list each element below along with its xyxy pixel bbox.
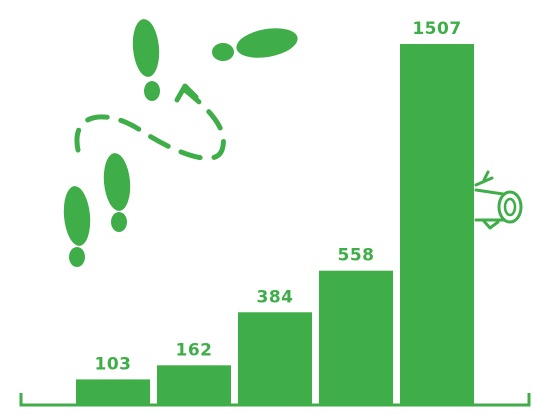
bar [76, 379, 150, 404]
footprints-icon [132, 19, 298, 101]
x-axis [19, 393, 531, 407]
bar [157, 365, 231, 404]
x-axis-line [19, 393, 531, 407]
data-label: 162 [176, 340, 213, 360]
bar [238, 312, 312, 404]
bar [400, 44, 474, 404]
data-label: 384 [257, 287, 294, 307]
data-label: 558 [338, 246, 375, 266]
dashed-arrow-path-icon [74, 83, 226, 161]
footprints-illustration [63, 19, 523, 267]
footprints-icon [63, 153, 131, 267]
data-label: 103 [95, 354, 132, 374]
bars [76, 44, 474, 404]
data-labels: 103 162 384 558 1507 [95, 19, 462, 374]
data-label: 1507 [412, 19, 461, 39]
log-icon [474, 170, 523, 230]
bar [319, 270, 393, 404]
